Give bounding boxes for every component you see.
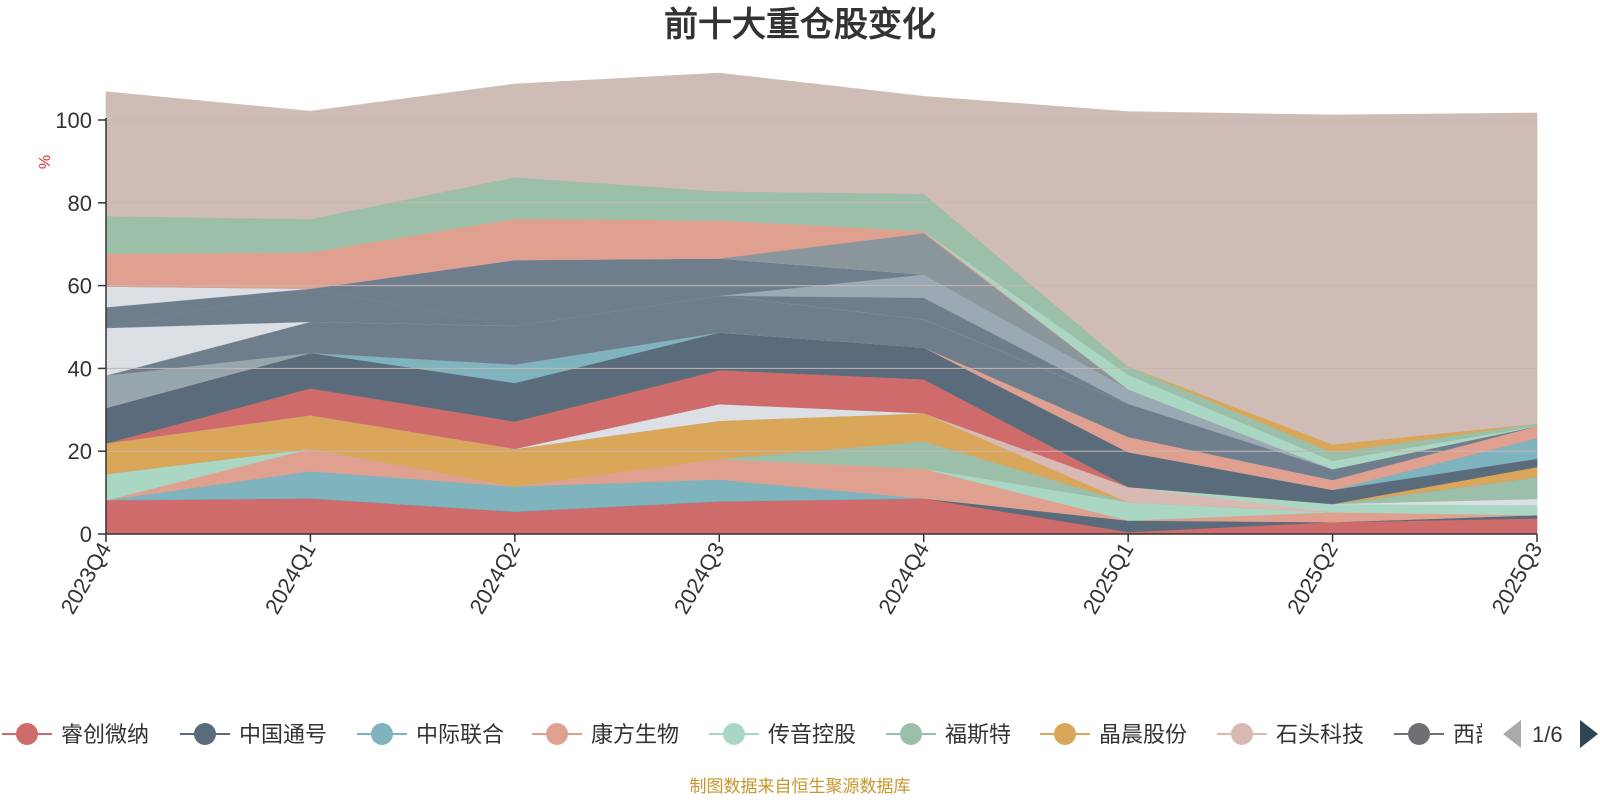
legend-marker-中国通号 [194, 723, 216, 745]
chart-title: 前十大重仓股变化 [664, 5, 936, 45]
legend-item[interactable]: 西部超导 [1394, 723, 1541, 748]
x-tick-label-2024Q1: 2024Q1 [260, 538, 321, 618]
y-tick-label-0: 0 [80, 522, 92, 547]
y-tick-label-100: 100 [55, 108, 92, 133]
legend-label-福斯特: 福斯特 [945, 723, 1011, 748]
legend-label-传音控股: 传音控股 [768, 723, 856, 748]
y-tick-label-80: 80 [68, 191, 92, 216]
legend-label-晶晨股份: 晶晨股份 [1099, 723, 1187, 748]
legend-label-西部超导: 西部超导 [1453, 723, 1541, 748]
legend: 睿创微纳 中国通号 中际联合 康方生物 传音控股 福斯特 晶晨股份 石头科技 西部超导上一页 1/… [2, 720, 1598, 748]
x-tick-label-2025Q2: 2025Q2 [1282, 538, 1343, 618]
y-tick-label-20: 20 [68, 439, 92, 464]
legend-marker-西部超导 [1408, 723, 1430, 745]
legend-label-中际联合: 中际联合 [416, 723, 504, 748]
legend-marker-晶晨股份 [1054, 723, 1076, 745]
area-bands [105, 72, 1538, 535]
data-source-footer: 制图数据来自恒生聚源数据库 [689, 777, 911, 797]
legend-label-石头科技: 石头科技 [1276, 723, 1364, 748]
y-tick-label-40: 40 [68, 356, 92, 381]
legend-marker-中际联合 [371, 723, 393, 745]
legend-next-icon[interactable]: 下一页 [1580, 720, 1598, 748]
x-tick-label-2025Q1: 2025Q1 [1078, 538, 1139, 618]
x-tick-label-2024Q4: 2024Q4 [873, 538, 934, 618]
legend-marker-石头科技 [1231, 723, 1253, 745]
x-tick-label-2023Q4: 2023Q4 [56, 538, 117, 618]
legend-item[interactable]: 传音控股 [709, 723, 856, 748]
legend-item[interactable]: 中际联合 [357, 723, 504, 748]
legend-item[interactable]: 晶晨股份 [1040, 723, 1187, 748]
legend-items: 睿创微纳 中国通号 中际联合 康方生物 传音控股 福斯特 晶晨股份 石头科技 西部超导 [2, 723, 1541, 748]
stacked-area-chart: 0 20 40 60 80 100% 2023Q4 2024Q1 2024Q2 2024Q3 202… [2, 72, 1598, 748]
legend-marker-康方生物 [546, 723, 568, 745]
legend-item[interactable]: 睿创微纳 [2, 723, 149, 748]
legend-item[interactable]: 康方生物 [532, 723, 679, 748]
legend-item[interactable]: 中国通号 [180, 723, 327, 748]
legend-marker-传音控股 [723, 723, 745, 745]
x-tick-label-2025Q3: 2025Q3 [1487, 538, 1548, 618]
legend-page-indicator: 1/6 [1532, 722, 1563, 747]
legend-item[interactable]: 石头科技 [1217, 723, 1364, 748]
x-tick-label-2024Q3: 2024Q3 [669, 538, 730, 618]
y-tick-label-60: 60 [68, 274, 92, 299]
legend-item[interactable]: 福斯特 [886, 723, 1011, 748]
legend-marker-睿创微纳 [16, 723, 38, 745]
x-tick-label-2024Q2: 2024Q2 [464, 538, 525, 618]
y-axis-label: % [37, 155, 54, 169]
legend-prev-icon[interactable]: 上一页 [1503, 720, 1521, 748]
legend-label-睿创微纳: 睿创微纳 [61, 723, 149, 748]
legend-marker-福斯特 [900, 723, 922, 745]
area-band-29 [105, 72, 1538, 445]
legend-label-康方生物: 康方生物 [591, 723, 679, 748]
grid-lines [106, 119, 1537, 452]
legend-label-中国通号: 中国通号 [239, 723, 327, 748]
